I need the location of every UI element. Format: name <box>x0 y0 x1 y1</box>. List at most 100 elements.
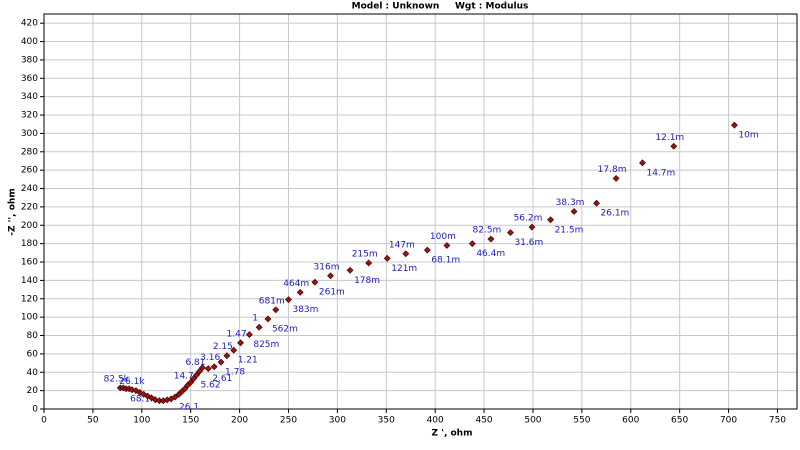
point-label: 1.47 <box>227 329 247 339</box>
point-label: 100m <box>430 232 456 242</box>
y-tick-label: 200 <box>21 221 38 231</box>
data-point <box>187 378 195 386</box>
y-tick-label: 40 <box>27 368 39 378</box>
data-point <box>223 352 231 360</box>
y-tick-label: 260 <box>21 166 38 176</box>
y-tick-label: 140 <box>21 276 38 286</box>
data-point <box>181 385 189 393</box>
data-point <box>190 375 198 383</box>
y-tick-label: 180 <box>21 239 38 249</box>
data-point <box>547 216 554 224</box>
y-tick-label: 400 <box>21 37 38 47</box>
y-axis-label: -Z '', ohm <box>8 188 18 235</box>
x-tick-label: 600 <box>622 416 639 426</box>
point-label: 825m <box>253 340 279 350</box>
data-point <box>327 272 334 280</box>
data-point <box>193 371 200 379</box>
data-point <box>612 175 620 182</box>
y-tick-label: 100 <box>21 313 38 323</box>
data-point <box>346 266 354 274</box>
point-label: 316m <box>314 262 340 272</box>
y-tick-label: 160 <box>21 258 38 268</box>
x-tick-label: 0 <box>41 416 47 426</box>
data-point <box>528 223 536 231</box>
point-label: 14.7m <box>646 168 675 178</box>
data-point <box>383 254 391 262</box>
data-point <box>198 364 206 372</box>
point-label: 68.1k <box>130 394 156 404</box>
point-label: 17.8m <box>598 165 627 175</box>
point-label: 1.78 <box>225 368 245 378</box>
x-tick-label: 250 <box>280 416 297 426</box>
data-point <box>217 358 225 366</box>
y-tick-label: 360 <box>21 74 38 84</box>
point-label: 1.21 <box>238 356 258 366</box>
x-tick-label: 300 <box>329 416 346 426</box>
plot-frame <box>43 13 798 410</box>
data-point <box>196 367 203 375</box>
point-label: 26.1k <box>119 377 145 387</box>
data-point <box>296 288 304 296</box>
y-tick-label: 240 <box>21 184 38 194</box>
y-tick-label: 420 <box>21 19 38 29</box>
data-point <box>264 315 272 323</box>
x-tick-label: 200 <box>231 416 248 426</box>
data-point <box>255 323 263 331</box>
point-label: 2.15 <box>213 342 233 352</box>
y-tick-label: 300 <box>21 129 38 139</box>
point-label: 681m <box>259 296 285 306</box>
x-tick-label: 400 <box>427 416 444 426</box>
y-tick-label: 120 <box>21 294 38 304</box>
data-point <box>670 142 678 150</box>
data-point <box>402 250 410 258</box>
point-label: 383m <box>292 305 318 315</box>
data-point <box>423 246 431 254</box>
point-label: 56.2m <box>514 214 543 224</box>
data-point <box>311 278 319 286</box>
x-axis-label: Z ', ohm <box>432 429 473 439</box>
data-point <box>230 346 238 354</box>
x-tick-label: 750 <box>769 416 786 426</box>
x-tick-label: 100 <box>133 416 150 426</box>
point-label: 215m <box>352 249 378 259</box>
y-tick-label: 220 <box>21 202 38 212</box>
point-label: 261m <box>319 288 345 298</box>
point-label: 2.61 <box>212 374 232 384</box>
point-label: 82.5m <box>473 226 502 236</box>
point-label: 178m <box>354 276 380 286</box>
point-label: 6.81 <box>185 358 205 368</box>
y-tick-label: 340 <box>21 92 38 102</box>
point-label: 562m <box>272 324 298 334</box>
y-tick-label: 20 <box>27 386 39 396</box>
chart-title: Model : Unknown Wgt : Modulus <box>352 2 529 12</box>
data-point <box>171 393 179 401</box>
y-tick-label: 80 <box>27 331 39 341</box>
point-label: 46.4m <box>476 249 505 259</box>
y-tick-label: 0 <box>32 405 38 415</box>
point-label: 14.7 <box>174 372 194 382</box>
point-label: 12.1m <box>655 133 684 143</box>
point-label: 26.1m <box>601 209 630 219</box>
y-tick-label: 280 <box>21 147 38 157</box>
x-tick-label: 150 <box>182 416 199 426</box>
x-tick-label: 700 <box>720 416 737 426</box>
data-point <box>487 235 495 243</box>
point-label: 82.5k <box>104 374 130 384</box>
point-label: 21.5m <box>555 225 584 235</box>
x-tick-label: 500 <box>524 416 541 426</box>
point-label: 10m <box>738 131 758 141</box>
point-label: 464m <box>283 279 309 289</box>
x-tick-label: 350 <box>378 416 395 426</box>
point-label: 147m <box>389 240 415 250</box>
point-label: 38.3m <box>556 198 585 208</box>
data-point <box>285 296 292 304</box>
point-label: 5.62 <box>201 381 221 391</box>
x-tick-label: 50 <box>87 416 99 426</box>
data-point <box>237 339 244 347</box>
point-label: 1 <box>252 314 258 324</box>
point-label: 31.6m <box>514 238 543 248</box>
point-label: 68.1m <box>431 256 460 266</box>
x-tick-label: 650 <box>671 416 688 426</box>
data-point <box>365 259 373 267</box>
